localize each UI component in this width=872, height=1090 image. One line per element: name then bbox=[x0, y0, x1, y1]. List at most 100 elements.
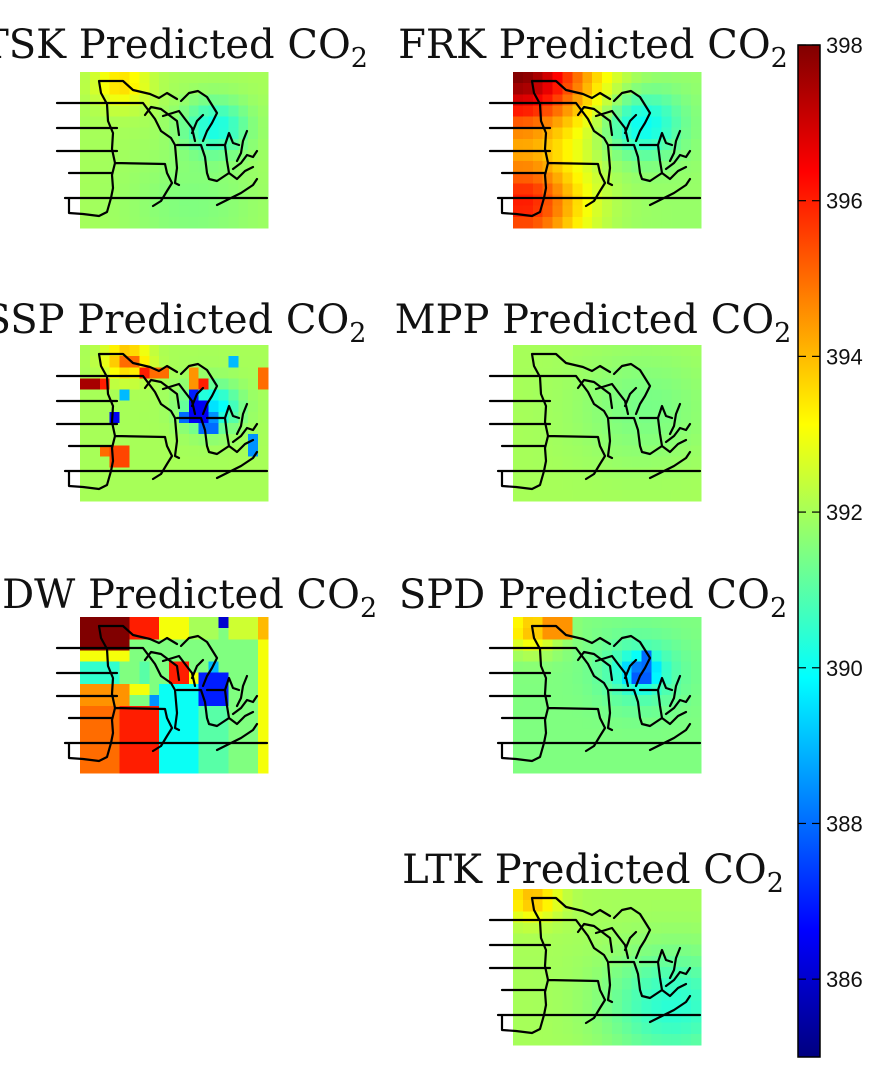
heatmap-cell bbox=[80, 706, 91, 718]
heatmap-cell bbox=[169, 116, 180, 129]
heatmap-cell bbox=[562, 150, 573, 162]
heatmap-cell bbox=[542, 467, 554, 480]
heatmap-cell bbox=[572, 367, 583, 380]
heatmap-cell bbox=[621, 728, 633, 741]
heatmap-cell bbox=[149, 161, 160, 173]
heatmap-cell bbox=[228, 172, 239, 185]
heatmap-cell bbox=[238, 138, 249, 151]
heatmap-cell bbox=[99, 389, 111, 402]
heatmap-cell bbox=[228, 194, 239, 207]
heatmap-cell bbox=[513, 967, 524, 979]
heatmap-cell bbox=[109, 345, 121, 357]
heatmap-cell bbox=[513, 205, 524, 218]
heatmap-cell bbox=[552, 989, 564, 1002]
heatmap-cell bbox=[552, 345, 564, 357]
heatmap-cell bbox=[119, 650, 131, 663]
heatmap-cell bbox=[109, 172, 121, 185]
heatmap-cell bbox=[513, 467, 524, 480]
heatmap-cell bbox=[80, 739, 91, 752]
heatmap-cell bbox=[80, 456, 91, 469]
heatmap-cell bbox=[248, 728, 259, 741]
heatmap-cell bbox=[109, 478, 121, 491]
heatmap-cell bbox=[80, 628, 91, 640]
heatmap-cell bbox=[139, 161, 150, 173]
heatmap-cell bbox=[691, 194, 702, 207]
colorbar-scale bbox=[798, 45, 820, 1057]
heatmap-cell bbox=[641, 706, 653, 718]
heatmap-cell bbox=[208, 389, 220, 402]
heatmap-cell bbox=[119, 378, 131, 391]
heatmap-cell bbox=[208, 639, 220, 652]
heatmap-cell bbox=[522, 72, 534, 84]
heatmap-cell bbox=[542, 639, 554, 652]
heatmap-cell bbox=[109, 717, 121, 730]
heatmap-cell bbox=[169, 456, 180, 469]
heatmap-cell bbox=[621, 889, 633, 901]
heatmap-cell bbox=[641, 717, 653, 730]
heatmap-cell bbox=[513, 639, 524, 652]
heatmap-cell bbox=[198, 672, 210, 685]
heatmap-cell bbox=[522, 434, 534, 446]
heatmap-cell bbox=[99, 423, 111, 435]
heatmap-cell bbox=[139, 434, 150, 446]
heatmap-cell bbox=[621, 378, 633, 391]
heatmap-cell bbox=[248, 478, 259, 491]
heatmap-cell bbox=[248, 639, 259, 652]
heatmap-cell bbox=[89, 161, 101, 173]
heatmap-cell bbox=[562, 367, 573, 380]
heatmap-cell bbox=[80, 639, 91, 652]
heatmap-cell bbox=[542, 728, 554, 741]
heatmap-cell bbox=[562, 434, 573, 446]
heatmap-cell bbox=[218, 83, 230, 95]
heatmap-cell bbox=[119, 150, 131, 162]
heatmap-cell bbox=[258, 138, 269, 151]
heatmap-cell bbox=[602, 661, 613, 674]
heatmap-cell bbox=[631, 739, 643, 752]
heatmap-cell bbox=[228, 216, 239, 229]
heatmap-cell bbox=[139, 411, 150, 424]
heatmap-cell bbox=[552, 478, 564, 491]
heatmap-cell bbox=[631, 955, 643, 968]
heatmap-cell bbox=[208, 161, 220, 173]
heatmap-cell bbox=[258, 672, 269, 685]
heatmap-cell bbox=[582, 672, 593, 685]
heatmap-cell bbox=[602, 467, 613, 480]
heatmap-cell bbox=[691, 661, 702, 674]
heatmap-cell bbox=[169, 478, 180, 491]
heatmap-cell bbox=[238, 72, 249, 84]
heatmap-cell bbox=[542, 933, 554, 946]
heatmap-cell bbox=[159, 94, 170, 107]
heatmap-cell bbox=[109, 761, 121, 774]
heatmap-cell bbox=[661, 205, 672, 218]
heatmap-cell bbox=[631, 411, 643, 424]
heatmap-cell bbox=[80, 400, 91, 413]
heatmap-cell bbox=[513, 367, 524, 380]
heatmap-cell bbox=[129, 639, 140, 652]
heatmap-cell bbox=[80, 717, 91, 730]
heatmap-cell bbox=[641, 922, 653, 935]
heatmap-cell bbox=[178, 194, 190, 207]
heatmap-cell bbox=[99, 161, 111, 173]
heatmap-cell bbox=[532, 933, 544, 946]
heatmap-cell bbox=[671, 922, 682, 935]
heatmap-cell bbox=[671, 628, 682, 640]
heatmap-cell bbox=[611, 989, 623, 1002]
heatmap-cell bbox=[188, 478, 200, 491]
heatmap-cell bbox=[513, 695, 524, 707]
heatmap-cell bbox=[582, 761, 593, 774]
heatmap-cell bbox=[513, 1033, 524, 1046]
heatmap-cell bbox=[532, 989, 544, 1002]
heatmap-cell bbox=[238, 706, 249, 718]
heatmap-cell bbox=[522, 194, 534, 207]
heatmap-cell bbox=[582, 922, 593, 935]
heatmap-cell bbox=[109, 205, 121, 218]
heatmap-cell bbox=[228, 161, 239, 173]
heatmap-cell bbox=[218, 728, 230, 741]
heatmap-cell bbox=[582, 650, 593, 663]
heatmap-cell bbox=[109, 138, 121, 151]
heatmap-cell bbox=[188, 434, 200, 446]
heatmap-cell bbox=[188, 172, 200, 185]
heatmap-cell bbox=[661, 1000, 672, 1013]
heatmap-cell bbox=[611, 127, 623, 140]
heatmap-cell bbox=[228, 695, 239, 707]
